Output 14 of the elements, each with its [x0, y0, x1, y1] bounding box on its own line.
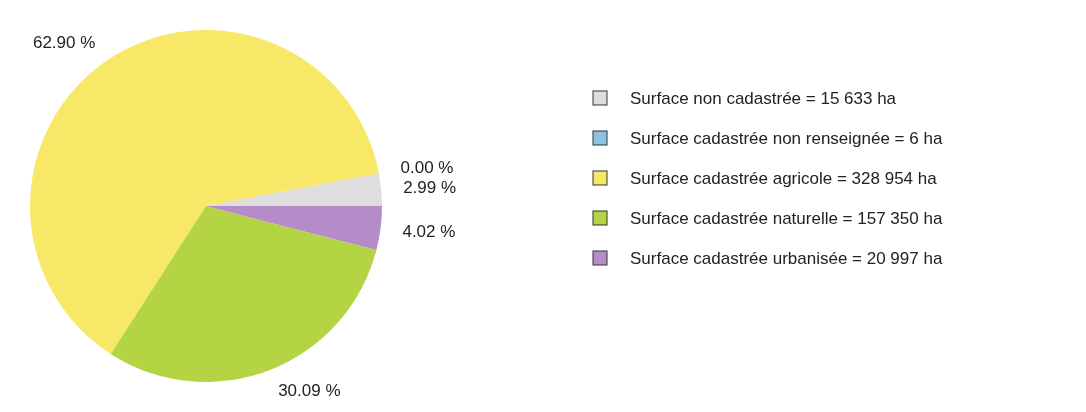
data-label: 4.02 %	[402, 221, 456, 241]
data-label: 30.09 %	[278, 381, 341, 401]
data-label: 2.99 %	[403, 178, 457, 198]
legend-label: Surface non cadastrée = 15 633 ha	[630, 88, 897, 108]
pie-slice	[206, 173, 382, 206]
pie-slice	[30, 30, 379, 354]
pie-slice	[110, 206, 377, 382]
data-label: 62.90 %	[32, 32, 96, 52]
legend-label: Surface cadastrée urbanisée = 20 997 ha	[630, 248, 943, 268]
legend-label: Surface cadastrée non renseignée = 6 ha	[630, 128, 943, 148]
pie-slice	[206, 206, 382, 250]
legend-label: Surface cadastrée agricole = 328 954 ha	[630, 168, 938, 188]
legend-label: Surface cadastrée naturelle = 157 350 ha	[630, 208, 943, 228]
text: 0.00 %	[400, 158, 454, 178]
